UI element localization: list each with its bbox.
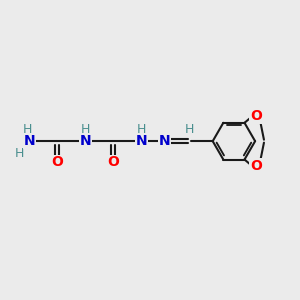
- Text: N: N: [23, 134, 35, 148]
- Text: H: H: [136, 124, 146, 136]
- Text: N: N: [135, 134, 147, 148]
- Text: O: O: [250, 159, 262, 173]
- Text: N: N: [80, 134, 91, 148]
- Text: H: H: [80, 124, 90, 136]
- Text: O: O: [51, 155, 63, 170]
- Text: H: H: [185, 124, 194, 136]
- Text: O: O: [107, 155, 119, 170]
- Text: N: N: [159, 134, 170, 148]
- Text: O: O: [250, 109, 262, 123]
- Text: H: H: [23, 124, 32, 136]
- Text: H: H: [15, 147, 25, 160]
